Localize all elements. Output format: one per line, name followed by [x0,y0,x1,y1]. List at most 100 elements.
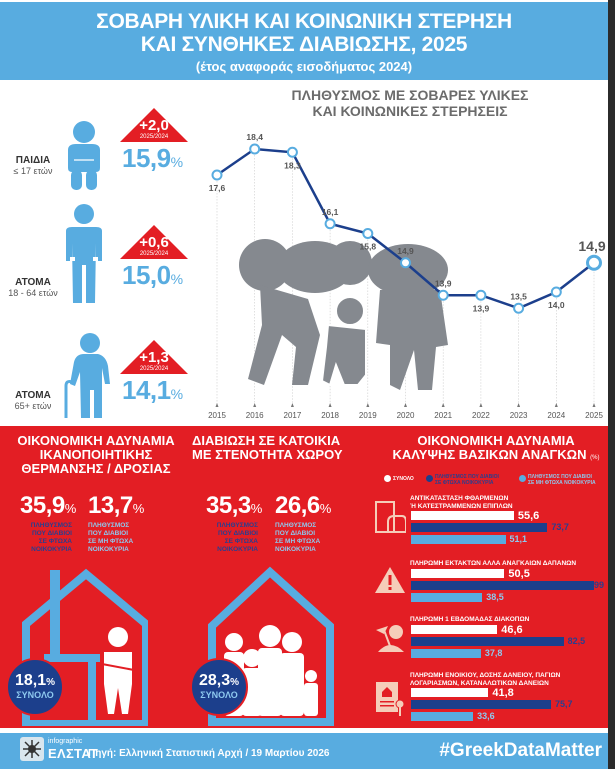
group-rate: 15,0% [122,260,183,291]
x-tick-label: 2025 [585,411,603,420]
x-tick-label: 2021 [434,411,452,420]
bar-total [411,625,498,634]
bar-nonpoor [411,535,506,544]
group-rate: 15,9% [122,143,183,174]
caption-line: ΠΛΗΘΥΣΜΟΣ [30,522,72,529]
group-children: ΠΑΙΔΙΑ ≤ 17 ετών +2,0 2025/2024 15,9% [0,85,200,195]
x-tick [290,403,294,407]
data-point [362,228,374,239]
x-tick [592,403,596,407]
basic-needs-title: ΟΙΚΟΝΟΜΙΚΗ ΑΔΥΝΑΜΙΑ ΚΑΛΥΨΗΣ ΒΑΣΙΚΩΝ ΑΝΑΓ… [384,434,608,465]
heating-title: ΟΙΚΟΝΟΜΙΚΗ ΑΔΥΝΑΜΙΑ ΙΚΑΝΟΠΟΙΗΤΙΚΗΣ ΘΕΡΜΑ… [8,434,184,476]
x-tick-label: 2016 [246,411,264,420]
x-tick-label: 2015 [208,411,226,420]
bar-value-poor: 82,5 [567,636,586,646]
group-name: ΑΤΟΜΑ [15,277,51,288]
rate-unit: % [170,271,183,287]
legend-poor-swatch [426,475,433,482]
bar-nonpoor [411,712,474,721]
need-item-label: ΠΛΗΡΩΜΗ ΕΚΤΑΚΤΩΝ ΑΛΛΑ ΑΝΑΓΚΑΙΩΝ ΔΑΠΑΝΩΝ [410,560,576,568]
value: 35,9 [20,492,65,519]
x-tick [253,403,257,407]
data-label: 13,5 [510,291,527,301]
data-point [400,257,411,269]
data-label: 14,0 [548,300,565,310]
label-line: ΠΛΗΡΩΜΗ ΕΝΟΙΚΙΟΥ, ΔΟΣΗΣ ΔΑΝΕΙΟΥ, ΠΑΓΙΩΝ [410,672,561,679]
percent: % [46,677,56,688]
footer: infographic ΕΛΣΤΑΤ Πηγή: Ελληνική Στατισ… [0,733,608,769]
data-label: 13,9 [435,278,452,288]
x-tick-label: 2022 [472,411,490,420]
chart-title-line-1: ΠΛΗΘΥΣΜΟΣ ΜΕ ΣΟΒΑΡΕΣ ΥΛΙΚΕΣ [291,87,529,103]
source-text: Πηγή: Ελληνική Στατιστική Αρχή / 19 Μαρτ… [88,748,330,759]
x-tick-label: 2019 [359,411,377,420]
subtitle: (έτος αναφοράς εισοδήματος 2024) [195,59,413,74]
caption-line: ΠΛΗΘΥΣΜΟΣ [216,522,258,529]
bar-value-poor: 75,7 [555,699,573,709]
label-line: ΑΝΤΙΚΑΤΑΣΤΑΣΗ ΦΘΑΡΜΕΝΩΝ [410,495,509,502]
change-period: 2025/2024 [139,251,169,257]
legend-total-swatch [384,475,391,482]
legend-poor-label: ΠΛΗΘΥΣΜΟΣ ΠΟΥ ΔΙΑΒΙΟΙ ΣΕ ΦΤΩΧΑ ΝΟΙΚΟΚΥΡΙΑ [435,474,499,486]
heating-title-line-2: ΙΚΑΝΟΠΟΙΗΤΙΚΗΣ [39,447,153,462]
infographic-label: infographic [48,738,83,745]
caption-line: ΝΟΙΚΟΚΥΡΙΑ [217,546,258,553]
bar-total [411,569,505,578]
x-tick [517,403,521,407]
rate-value: 14,1 [122,375,171,405]
elderly-icon [64,333,110,418]
x-tick [479,403,483,407]
total-label: ΣΥΝΟΛΟ [200,690,238,700]
x-tick [441,403,445,407]
basic-needs-title-line-1: ΟΙΚΟΝΟΜΙΚΗ ΑΔΥΝΑΜΙΑ [417,433,575,448]
need-item-label: ΑΝΤΙΚΑΤΑΣΤΑΣΗ ΦΘΑΡΜΕΝΩΝ Ή ΚΑΤΕΣΤΡΑΜΜΕΝΩΝ … [410,495,513,510]
basic-needs-legend: ΣΥΝΟΛΟ ΠΛΗΘΥΣΜΟΣ ΠΟΥ ΔΙΑΒΙΟΙ ΣΕ ΦΤΩΧΑ ΝΟΙ… [384,474,608,488]
legend-line: ΣΕ ΜΗ ΦΤΩΧΑ ΝΟΙΚΟΚΥΡΙΑ [528,480,596,486]
data-point [286,146,298,158]
x-tick-label: 2023 [510,411,528,420]
adult-icon [66,204,102,303]
group-age: 65+ ετών [14,401,52,411]
data-point [249,143,261,155]
caption-line: ΠΛΗΘΥΣΜΟΣ [88,522,130,529]
heating-nonpoor-caption: ΠΛΗΘΥΣΜΟΣ ΠΟΥ ΔΙΑΒΙΟΙ ΣΕ ΜΗ ΦΤΩΧΑ ΝΟΙΚΟΚΥΡΙ… [88,522,148,554]
vacation-island-icon [376,625,404,652]
basic-needs-unit: (%) [590,455,600,461]
percent: % [250,501,263,516]
warning-icon [375,567,405,593]
overcrowding-poor-value: 35,3% [206,492,262,520]
need-item-label: ΠΛΗΡΩΜΗ ΕΝΟΙΚΙΟΥ, ΔΟΣΗΣ ΔΑΝΕΙΟΥ, ΠΑΓΙΩΝ Λ… [410,672,560,687]
bar-value-poor: 73,7 [551,522,569,532]
x-tick-label: 2024 [547,411,565,420]
percent: % [230,677,240,688]
hashtag: #GreekDataMatter [439,740,602,761]
legend-total-label: ΣΥΝΟΛΟ [393,476,414,482]
elstat-logo-icon [20,737,44,761]
heating-title-line-1: ΟΙΚΟΝΟΜΙΚΗ ΑΔΥΝΑΜΙΑ [17,433,175,448]
data-label: 13,9 [473,303,490,313]
family-silhouette-illustration [239,239,448,390]
x-tick-label: 2020 [397,411,415,420]
overcrowding-nonpoor-caption: ΠΛΗΘΥΣΜΟΣ ΠΟΥ ΔΙΑΒΙΟΙ ΣΕ ΜΗ ΦΤΩΧΑ ΝΟΙΚΟΚΥΡΙ… [275,522,335,554]
title-line-2: ΚΑΙ ΣΥΝΘΗΚΕΣ ΔΙΑΒΙΩΣΗΣ, 2025 [140,33,468,56]
legend-line: ΣΕ ΦΤΩΧΑ ΝΟΙΚΟΚΥΡΙΑ [435,480,494,486]
rate-value: 15,9 [122,143,171,173]
change-badge: +1,3 2025/2024 [120,340,188,374]
total-label: ΣΥΝΟΛΟ [16,690,54,700]
cold-house-illustration [22,568,148,726]
rate-unit: % [170,386,183,402]
caption-line: ΣΕ ΜΗ ΦΤΩΧΑ [275,538,321,545]
line-chart-svg: 17,6 18,4 18,3 16,1 15,8 14,9 13,9 13,9 13,5 14,0… [208,132,606,420]
rate-unit: % [170,154,183,170]
bar-value-nonpoor: 37,8 [484,648,503,658]
furniture-icon [375,501,406,533]
caption-line: ΣΕ ΦΤΩΧΑ [224,538,258,545]
data-point [211,169,223,181]
change-value: +2,0 [139,117,169,134]
caption-line: ΝΟΙΚΟΚΥΡΙΑ [31,546,72,553]
percent: % [319,501,332,516]
need-item-label: ΠΛΗΡΩΜΗ 1 ΕΒΔΟΜΑΔΑΣ ΔΙΑΚΟΠΩΝ [410,616,529,624]
legend-nonpoor-label: ΠΛΗΘΥΣΜΟΣ ΠΟΥ ΔΙΑΒΙΟΙ ΣΕ ΜΗ ΦΤΩΧΑ ΝΟΙΚΟΚΥ… [528,474,596,486]
group-name: ΑΤΟΜΑ [15,390,51,401]
data-label: 18,4 [246,132,263,142]
